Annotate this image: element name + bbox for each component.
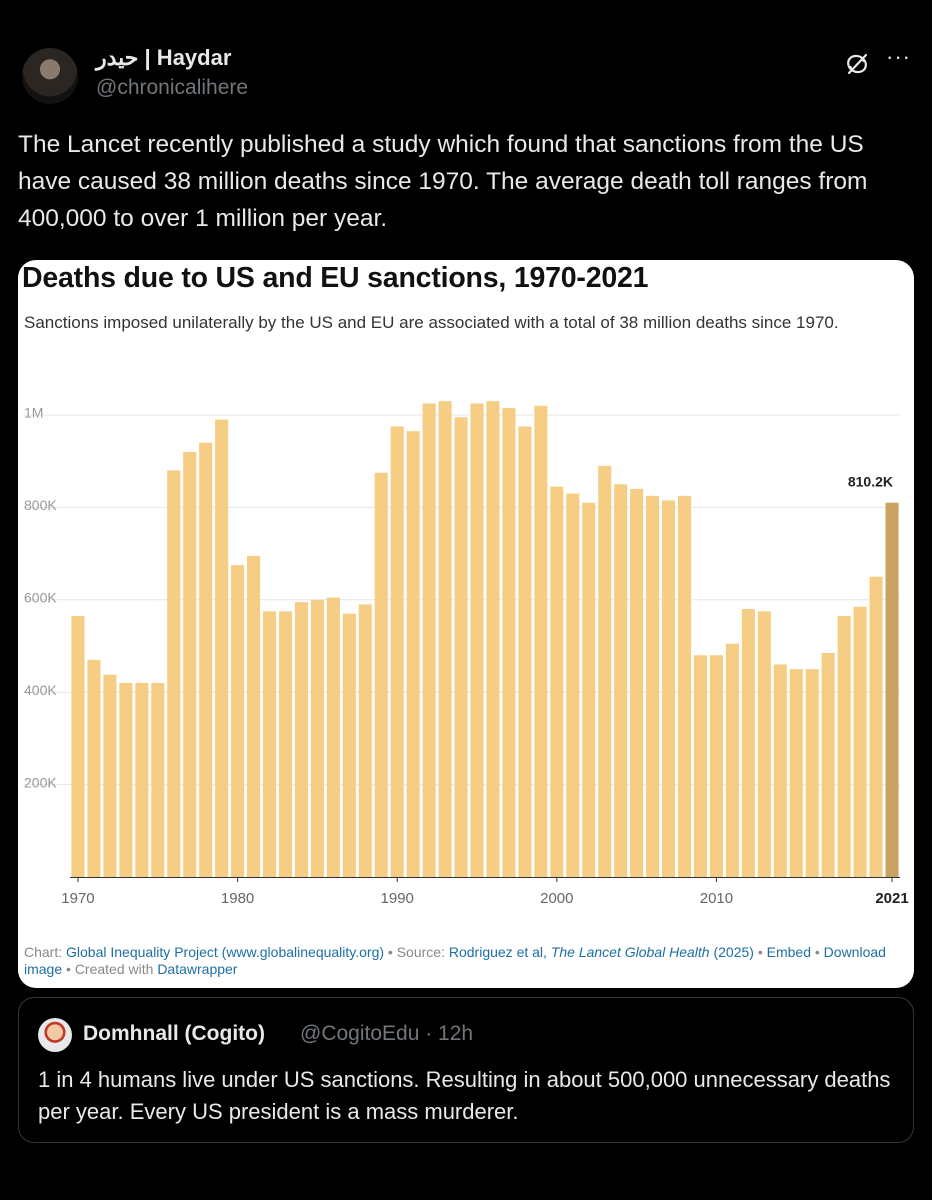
bar-1990 — [390, 426, 404, 877]
bar-2011 — [725, 643, 739, 877]
bar-2003 — [598, 465, 612, 877]
quoted-author-meta: @CogitoEdu · 12h — [300, 1022, 474, 1045]
bar-1976 — [167, 470, 181, 877]
footer-embed-link[interactable]: Embed — [766, 944, 811, 960]
y-tick-label: 400K — [24, 682, 57, 698]
bar-1977 — [183, 451, 197, 877]
bar-2006 — [646, 495, 660, 877]
footer-source-journal: The Lancet Global Health — [550, 944, 710, 960]
bar-1970 — [71, 615, 85, 877]
bar-2020 — [869, 576, 883, 877]
bar-2004 — [614, 484, 628, 877]
bar-1995 — [470, 403, 484, 877]
bar-1978 — [199, 442, 213, 877]
bar-1982 — [262, 611, 277, 877]
x-tick-label: 1980 — [221, 890, 254, 907]
bar-1986 — [326, 597, 340, 877]
chart-image[interactable]: 200K 400K 600K 800K 1M 810.2K 1970 1980 1990 2000… — [18, 260, 914, 988]
bar-2001 — [566, 493, 580, 877]
bar-1997 — [502, 408, 516, 877]
y-tick-label: 600K — [24, 590, 57, 606]
chart-subtitle: Sanctions imposed unilaterally by the US… — [24, 313, 839, 332]
author-handle[interactable]: @chronicalihere — [96, 76, 249, 99]
footer-source-prefix: • Source: — [384, 944, 449, 960]
more-options-icon[interactable]: ··· — [886, 44, 911, 69]
bar-chart: 200K 400K 600K 800K 1M 810.2K 1970 1980 1990 2000… — [23, 401, 909, 907]
quoted-tweet-text: 1 in 4 humans live under US sanctions. R… — [38, 1067, 891, 1124]
bar-1992 — [422, 403, 436, 877]
bar-1971 — [87, 659, 101, 877]
bar-2008 — [677, 495, 692, 877]
author-display-name[interactable]: حيدر | Haydar — [96, 45, 232, 70]
grok-icon[interactable] — [843, 50, 871, 78]
bar-1980 — [231, 565, 245, 877]
x-tick-label: 2010 — [700, 890, 733, 907]
bar-1998 — [518, 426, 532, 877]
bar-1972 — [103, 674, 117, 877]
x-tick-label: 1970 — [61, 890, 94, 907]
bar-1974 — [135, 682, 149, 877]
footer-separator: • — [810, 944, 824, 960]
bar-1999 — [534, 405, 548, 877]
bar-1989 — [374, 472, 388, 877]
footer-chart-source-link[interactable]: Global Inequality Project (www.globaline… — [66, 944, 385, 960]
x-tick-label: 2000 — [540, 890, 573, 907]
footer-chart-prefix: Chart: — [24, 944, 67, 960]
bar-1983 — [278, 611, 293, 877]
bar-2021 — [885, 502, 899, 877]
chart-footer: Chart: Global Inequality Project (www.gl… — [24, 944, 908, 978]
bar-1994 — [454, 417, 468, 877]
footer-separator: • — [753, 944, 767, 960]
bar-2018 — [837, 615, 851, 877]
chart-title: Deaths due to US and EU sanctions, 1970-… — [22, 262, 649, 294]
footer-source-authors: Rodriguez et al, — [448, 944, 551, 960]
bar-2016 — [805, 669, 819, 877]
bar-2019 — [853, 606, 867, 877]
bar-2015 — [789, 669, 803, 877]
footer-download-link[interactable]: Download image — [24, 944, 886, 977]
quoted-author-avatar[interactable] — [38, 1018, 72, 1052]
bar-1988 — [358, 604, 372, 877]
bar-1973 — [119, 682, 133, 877]
footer-source-year: (2025) — [709, 944, 754, 960]
tweet-text: The Lancet recently published a study wh… — [18, 131, 868, 232]
bar-1993 — [438, 401, 452, 877]
bar-2010 — [709, 655, 723, 877]
quoted-author-name[interactable]: Domhnall (Cogito) — [83, 1022, 265, 1045]
data-label: 810.2K — [848, 474, 893, 490]
y-tick-label: 200K — [24, 774, 57, 790]
bar-2009 — [693, 655, 708, 877]
footer-created-with: • Created with — [62, 961, 158, 977]
footer-datawrapper-link[interactable]: Datawrapper — [157, 961, 238, 977]
bar-1981 — [247, 555, 261, 877]
y-tick-label: 800K — [24, 497, 57, 513]
bar-1979 — [215, 419, 229, 877]
x-tick-label: 1990 — [381, 890, 414, 907]
bar-2005 — [630, 488, 644, 877]
bar-2014 — [773, 664, 787, 877]
y-tick-label: 1M — [24, 405, 43, 421]
bar-2012 — [741, 609, 755, 877]
quoted-tweet[interactable]: Domhnall (Cogito) @CogitoEdu · 12h 1 in … — [18, 997, 914, 1143]
bar-1987 — [342, 613, 356, 877]
x-tick-label: 2021 — [875, 890, 908, 907]
bar-1991 — [406, 431, 420, 877]
bar-1975 — [151, 682, 165, 877]
bar-2013 — [757, 611, 771, 877]
bar-1985 — [310, 599, 324, 877]
bar-2017 — [821, 652, 835, 877]
bar-2002 — [582, 502, 596, 877]
bar-2000 — [550, 486, 564, 877]
bar-2007 — [662, 500, 676, 877]
bar-1984 — [294, 602, 308, 877]
footer-source-link[interactable]: Rodriguez et al, The Lancet Global Healt… — [449, 944, 754, 960]
bar-1996 — [486, 401, 500, 877]
author-avatar[interactable] — [22, 48, 78, 104]
